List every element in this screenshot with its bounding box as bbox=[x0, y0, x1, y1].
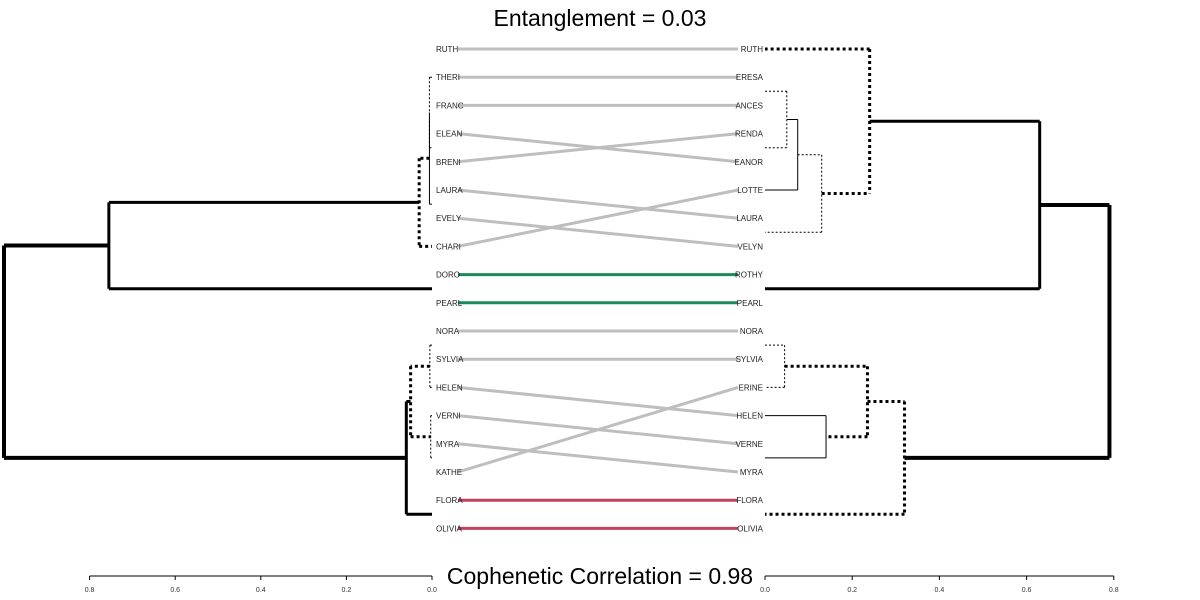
right-leaf-label: LOTTE bbox=[737, 186, 763, 195]
axis-tick-label: 0.0 bbox=[427, 587, 437, 594]
right-leaf-label: LAURA bbox=[736, 214, 763, 223]
chart-subtitle: Cophenetic Correlation = 0.98 bbox=[0, 563, 1200, 590]
branch-l_bot1 bbox=[409, 364, 431, 439]
branch-r_nsk bbox=[765, 344, 786, 388]
branch-r_top1 bbox=[765, 47, 872, 196]
left-leaf-label: NORA bbox=[436, 327, 460, 336]
left-leaf-label: LAURA bbox=[436, 186, 463, 195]
left-leaf-label: RUTH bbox=[436, 45, 458, 54]
branch-l_root bbox=[2, 243, 407, 460]
branch-l_rfteble bbox=[428, 112, 432, 205]
right-leaf-label: NORA bbox=[740, 327, 764, 336]
chart-title: Entanglement = 0.03 bbox=[493, 5, 707, 31]
left-leaf-labels: RUTH THERI FRANC ELEAN BRENI LAURA EVELY CHARI D… bbox=[436, 45, 464, 533]
right-leaf-label: MYRA bbox=[740, 468, 764, 477]
connection-line-katherine bbox=[457, 385, 739, 474]
left-leaf-label: KATHE bbox=[436, 468, 462, 477]
connection-lines bbox=[457, 47, 739, 530]
left-leaf-label: OLIVIA bbox=[436, 524, 462, 533]
left-leaf-label: THERI bbox=[436, 73, 460, 82]
axis-tick-label: 0.6 bbox=[170, 587, 180, 594]
right-leaf-label: FLORA bbox=[736, 496, 763, 505]
axis-tick-label: 0.0 bbox=[760, 587, 770, 594]
right-leaf-label: RUTH bbox=[741, 45, 763, 54]
branch-r_root bbox=[904, 202, 1112, 460]
axis-tick-label: 0.4 bbox=[935, 587, 945, 594]
branch-l_bot bbox=[404, 400, 432, 516]
left-leaf-label: FRANC bbox=[436, 101, 464, 110]
right-leaf-labels: RUTH ERESA ANCES RENDA EANOR LOTTE LAURA VELYN R… bbox=[735, 45, 764, 533]
right-leaf-label: VELYN bbox=[737, 242, 763, 251]
axis-tick-label: 0.4 bbox=[256, 587, 266, 594]
left-leaf-label: BRENI bbox=[436, 158, 460, 167]
branch-r_hvm bbox=[765, 415, 827, 459]
right-leaf-label: RENDA bbox=[735, 130, 764, 139]
left-leaf-label: EVELY bbox=[436, 214, 462, 223]
right-axis: 0.0 0.2 0.4 0.6 0.8 bbox=[760, 575, 1119, 594]
left-leaf-label: ELEAN bbox=[436, 130, 462, 139]
right-dendrogram bbox=[765, 47, 1112, 516]
connection-line-helen bbox=[457, 385, 739, 418]
axis-tick-label: 0.8 bbox=[85, 587, 95, 594]
left-leaf-label: SYLVIA bbox=[436, 355, 464, 364]
connection-line-charlotte bbox=[457, 188, 739, 248]
left-leaf-label: FLORA bbox=[436, 496, 463, 505]
left-leaf-label: DORO bbox=[436, 271, 460, 280]
axis-tick-label: 0.2 bbox=[847, 587, 857, 594]
right-leaf-label: SYLVIA bbox=[736, 355, 764, 364]
left-dendrogram bbox=[2, 76, 432, 516]
left-axis: 0.8 0.6 0.4 0.2 0.0 bbox=[85, 575, 437, 594]
left-leaf-label: HELEN bbox=[436, 383, 463, 392]
right-leaf-label: ERESA bbox=[736, 73, 764, 82]
right-leaf-label: ANCES bbox=[735, 101, 763, 110]
connection-line-myra bbox=[457, 442, 739, 474]
subtitle-text: Cophenetic Correlation = 0.98 bbox=[442, 563, 758, 589]
left-leaf-label: PEARL bbox=[436, 299, 463, 308]
branch-r_tfbe bbox=[765, 90, 788, 149]
branch-r_tfbec bbox=[765, 119, 799, 191]
branch-l_nsh bbox=[429, 344, 432, 388]
branch-r_grp1 bbox=[765, 154, 823, 233]
connection-line-laura bbox=[457, 188, 739, 220]
left-leaf-label: CHARI bbox=[436, 242, 461, 251]
right-leaf-label: ERINE bbox=[739, 383, 763, 392]
axis-tick-label: 0.6 bbox=[1022, 587, 1032, 594]
branch-l_top bbox=[107, 200, 432, 291]
right-leaf-label: ROTHY bbox=[735, 271, 764, 280]
branch-r_bot1 bbox=[784, 364, 869, 439]
branch-l_vmk bbox=[430, 415, 432, 459]
right-leaf-label: EANOR bbox=[735, 158, 764, 167]
left-leaf-label: MYRA bbox=[436, 440, 460, 449]
axis-tick-label: 0.2 bbox=[342, 587, 352, 594]
left-leaf-label: VERNI bbox=[436, 412, 460, 421]
right-leaf-label: HELEN bbox=[736, 412, 763, 421]
branch-r_top bbox=[765, 119, 1042, 291]
right-leaf-label: OLIVIA bbox=[737, 524, 763, 533]
connection-line-brenda bbox=[457, 132, 739, 164]
axis-tick-label: 0.8 bbox=[1109, 587, 1119, 594]
right-leaf-label: PEARL bbox=[737, 299, 764, 308]
right-leaf-label: VERNE bbox=[735, 440, 763, 449]
connection-line-evelyn bbox=[457, 216, 739, 248]
branch-l_top1 bbox=[417, 156, 432, 248]
